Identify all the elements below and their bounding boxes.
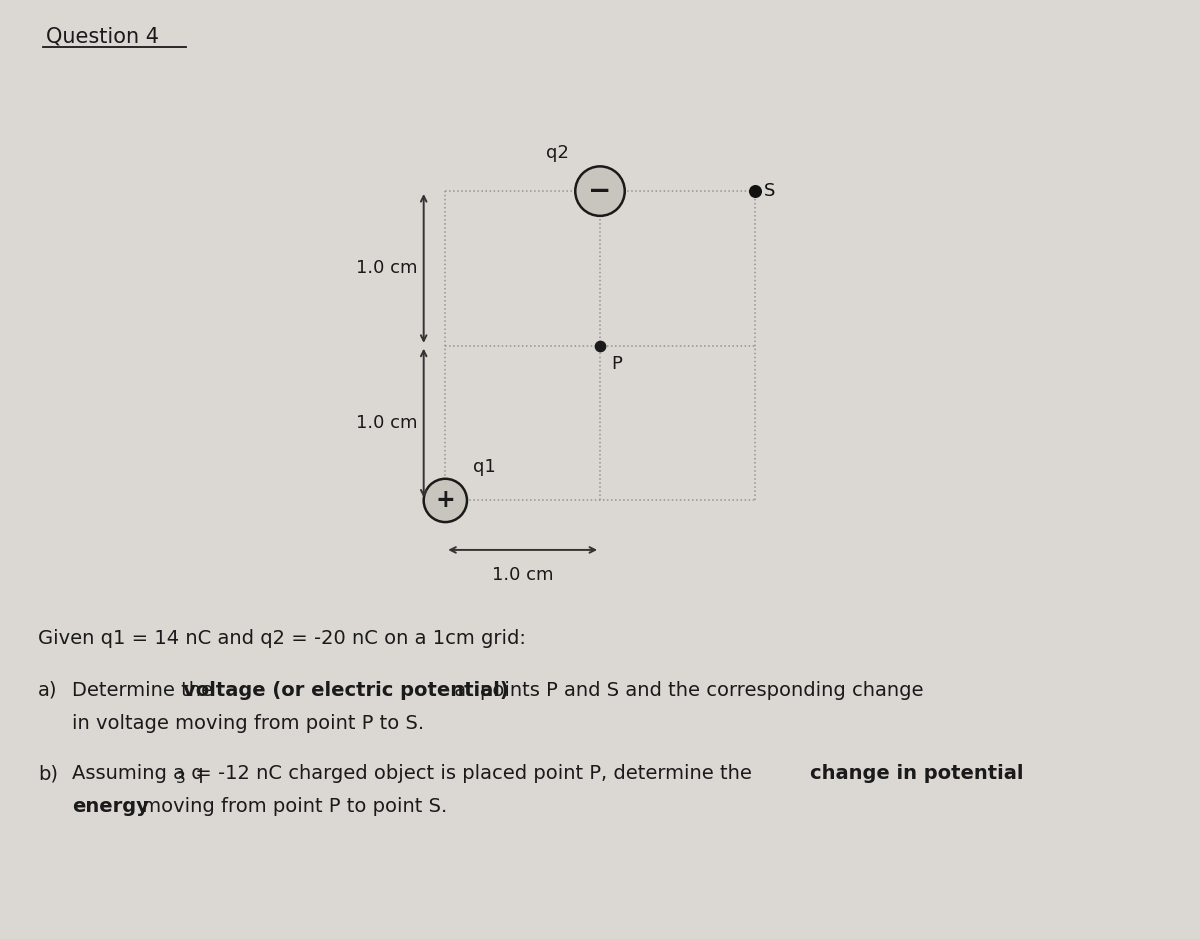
Text: b): b) — [38, 764, 58, 783]
Text: Question 4: Question 4 — [46, 26, 158, 46]
Text: 1.0 cm: 1.0 cm — [356, 414, 418, 432]
Text: energy: energy — [72, 797, 149, 816]
Text: change in potential: change in potential — [810, 764, 1024, 783]
Text: −: − — [588, 177, 612, 205]
Text: P: P — [611, 355, 622, 373]
Text: Given q1 = 14 nC and q2 = -20 nC on a 1cm grid:: Given q1 = 14 nC and q2 = -20 nC on a 1c… — [38, 629, 526, 648]
Text: = -12 nC charged object is placed point P, determine the: = -12 nC charged object is placed point … — [190, 764, 758, 783]
Text: q1: q1 — [473, 457, 496, 476]
Text: 3: 3 — [176, 771, 186, 786]
Text: q2: q2 — [546, 144, 569, 162]
Text: a): a) — [38, 681, 58, 700]
Circle shape — [424, 479, 467, 522]
Point — [590, 338, 610, 353]
Point — [745, 184, 764, 199]
Text: 1.0 cm: 1.0 cm — [356, 259, 418, 277]
Text: S: S — [764, 182, 775, 200]
Text: moving from point P to point S.: moving from point P to point S. — [136, 797, 448, 816]
Text: Determine the: Determine the — [72, 681, 220, 700]
Text: +: + — [436, 488, 455, 513]
Text: at points P and S and the corresponding change: at points P and S and the corresponding … — [448, 681, 924, 700]
Text: in voltage moving from point P to S.: in voltage moving from point P to S. — [72, 714, 424, 733]
Text: voltage (or electric potential): voltage (or electric potential) — [182, 681, 509, 700]
Text: Assuming a q: Assuming a q — [72, 764, 204, 783]
Circle shape — [575, 166, 625, 216]
Text: 1.0 cm: 1.0 cm — [492, 565, 553, 584]
